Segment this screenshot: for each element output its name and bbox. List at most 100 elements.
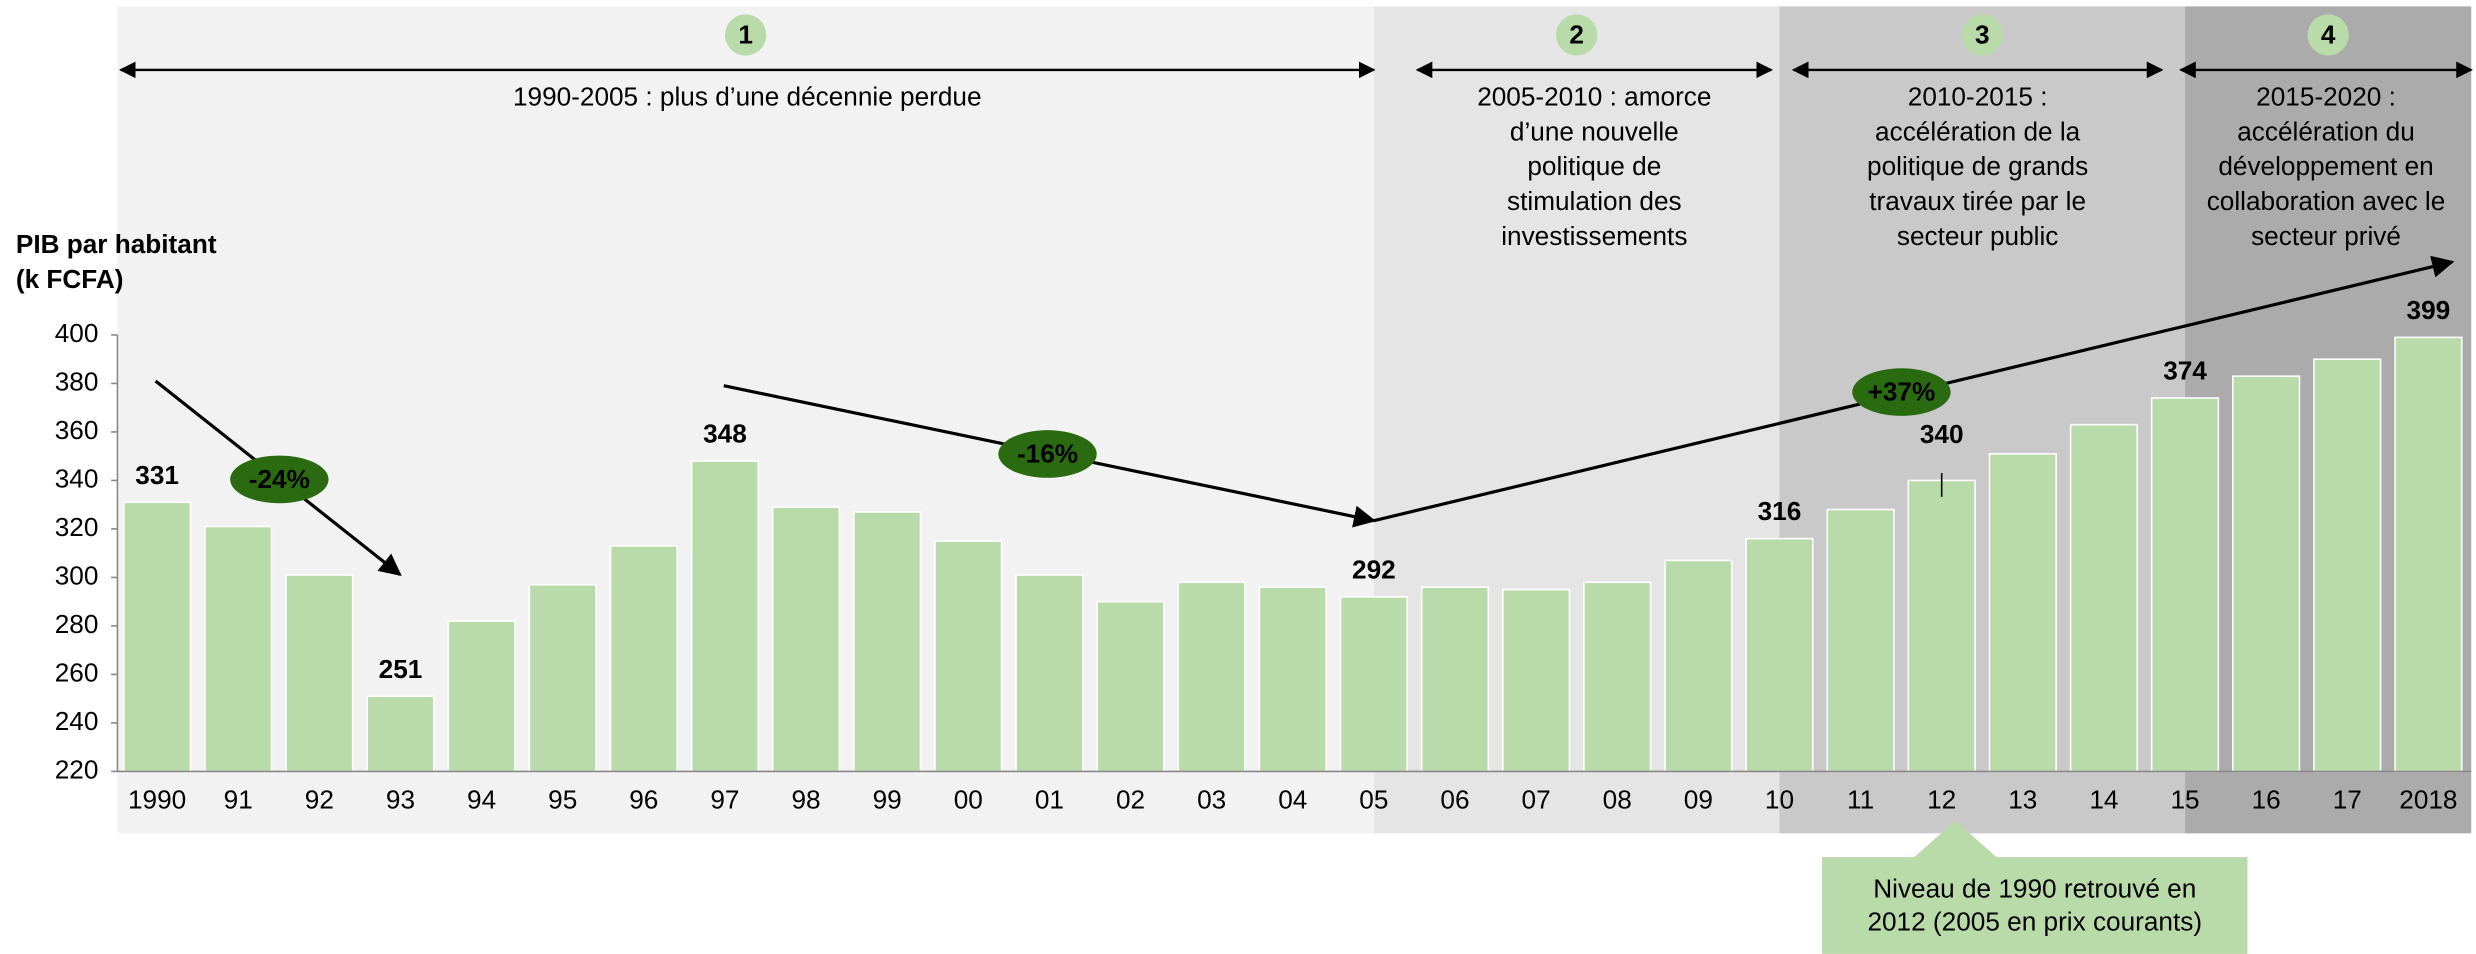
trend-label: -16% <box>1017 438 1078 468</box>
x-tick-label: 00 <box>954 785 983 815</box>
y-tick-label: 240 <box>55 706 99 736</box>
x-tick-label: 2018 <box>2399 785 2457 815</box>
x-tick-label: 10 <box>1765 785 1794 815</box>
phase-label: secteur public <box>1897 221 2058 251</box>
callout-box <box>1822 857 2248 954</box>
y-tick-label: 340 <box>55 463 99 493</box>
x-tick-label: 15 <box>2170 785 2199 815</box>
trend-badge <box>230 455 329 504</box>
data-label: 292 <box>1352 554 1396 584</box>
y-tick-label: 300 <box>55 560 99 590</box>
data-label: 374 <box>2163 356 2207 386</box>
y-axis-title: (k FCFA) <box>16 264 124 294</box>
trend-label: +37% <box>1868 377 1936 407</box>
phase-label: 2015-2020 : <box>2256 81 2396 111</box>
y-tick-label: 380 <box>55 366 99 396</box>
x-tick-label: 92 <box>305 785 334 815</box>
x-tick-label: 17 <box>2333 785 2362 815</box>
phase-label: politique de <box>1527 151 1661 181</box>
phase-label: 2010-2015 : <box>1908 81 2048 111</box>
bar <box>2150 397 2220 773</box>
trend-label: -24% <box>249 464 310 494</box>
phase-label: 2005-2010 : amorce <box>1477 81 1711 111</box>
phase-number: 3 <box>1975 19 1990 49</box>
bar <box>2232 375 2301 773</box>
data-label: 348 <box>703 419 747 449</box>
bar <box>2313 358 2382 773</box>
bar <box>934 540 1003 773</box>
x-tick-label: 16 <box>2252 785 2281 815</box>
x-tick-label: 01 <box>1035 785 1064 815</box>
x-tick-label: 96 <box>629 785 658 815</box>
phase-badge <box>2307 14 2349 56</box>
bar <box>1745 537 1814 773</box>
bar <box>1015 574 1084 773</box>
bar <box>204 525 273 773</box>
x-tick-label: 04 <box>1278 785 1307 815</box>
bar <box>690 460 760 773</box>
bar <box>853 511 922 773</box>
bar <box>2394 336 2463 773</box>
phase-badge <box>725 14 767 56</box>
x-tick-label: 11 <box>1847 785 1874 815</box>
y-tick-label: 400 <box>55 318 99 348</box>
data-label: 340 <box>1920 419 1964 449</box>
x-tick-label: 03 <box>1197 785 1226 815</box>
bar <box>528 583 597 773</box>
phase-label: politique de grands <box>1867 151 2088 181</box>
bar <box>771 506 841 773</box>
x-tick-label: 08 <box>1603 785 1632 815</box>
phase-badge <box>1961 14 2003 56</box>
y-tick-label: 280 <box>55 609 99 639</box>
bar <box>1664 559 1733 773</box>
phase-label: accélération du <box>2237 116 2415 146</box>
phase-label: développement en <box>2218 151 2433 181</box>
bar <box>123 501 192 773</box>
bar <box>1096 600 1165 773</box>
bar <box>609 545 678 773</box>
x-tick-label: 12 <box>1927 785 1956 815</box>
y-tick-label: 360 <box>55 415 99 445</box>
bar <box>1339 596 1408 773</box>
phase-label: 1990-2005 : plus d’une décennie perdue <box>513 81 982 111</box>
bar <box>1907 479 1976 773</box>
phase-number: 2 <box>1569 19 1584 49</box>
bar <box>447 620 516 773</box>
y-tick-label: 320 <box>55 512 99 542</box>
bar <box>366 695 435 773</box>
callout-text: 2012 (2005 en prix courants) <box>1867 907 2202 937</box>
phase-number: 4 <box>2321 19 2336 49</box>
x-tick-label: 93 <box>386 785 415 815</box>
phase-label: collaboration avec le <box>2207 186 2446 216</box>
x-tick-label: 95 <box>548 785 577 815</box>
phase-label: stimulation des <box>1507 186 1682 216</box>
bar <box>1420 586 1490 773</box>
data-label: 399 <box>2407 295 2451 325</box>
phase-number: 1 <box>738 19 753 49</box>
x-tick-label: 1990 <box>128 785 186 815</box>
bar <box>1258 586 1327 773</box>
y-tick-label: 220 <box>55 754 99 784</box>
x-tick-label: 14 <box>2089 785 2118 815</box>
bar <box>1583 581 1652 773</box>
x-tick-label: 13 <box>2008 785 2037 815</box>
x-tick-label: 06 <box>1440 785 1469 815</box>
data-label: 316 <box>1758 496 1802 526</box>
phase-label: accélération de la <box>1875 116 2081 146</box>
phase-label: secteur privé <box>2251 221 2401 251</box>
x-tick-label: 02 <box>1116 785 1145 815</box>
phase-label: d’une nouvelle <box>1510 116 1679 146</box>
x-tick-label: 99 <box>873 785 902 815</box>
phase-badge <box>1556 14 1598 56</box>
data-label: 331 <box>135 460 179 490</box>
x-tick-label: 98 <box>791 785 820 815</box>
data-label: 251 <box>379 654 423 684</box>
phase-label: travaux tirée par le <box>1869 186 2086 216</box>
bar <box>1826 508 1895 773</box>
phase-label: investissements <box>1501 221 1687 251</box>
x-tick-label: 94 <box>467 785 496 815</box>
trend-badge <box>1852 368 1951 416</box>
bar <box>1501 588 1571 773</box>
x-tick-label: 97 <box>710 785 739 815</box>
